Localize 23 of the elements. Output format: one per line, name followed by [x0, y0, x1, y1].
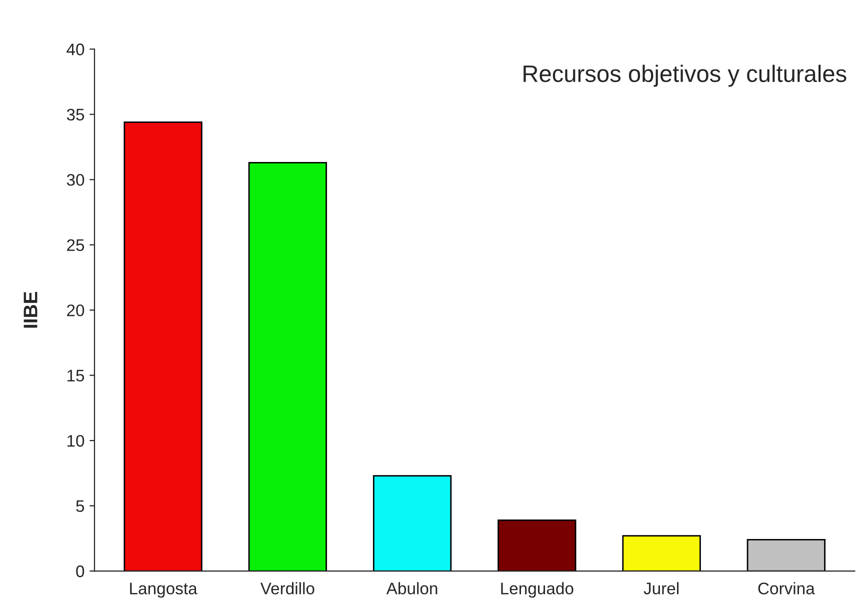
bar [622, 535, 701, 572]
x-tick-label: Jurel [644, 582, 678, 594]
y-tick-label: 5 [76, 500, 84, 512]
x-tick-label: Verdillo [260, 582, 314, 594]
y-tick-label: 0 [76, 565, 84, 578]
x-tick-label: Lenguado [501, 582, 574, 598]
bar [498, 519, 576, 572]
y-tick-label: 20 [67, 304, 84, 316]
x-tick-label: Langosta [130, 582, 198, 598]
y-tick-label: 35 [66, 108, 84, 121]
bar [248, 162, 327, 572]
bar [124, 121, 202, 572]
y-tick-label: 10 [68, 434, 84, 447]
text: Recursos objetivos y culturales [524, 64, 846, 87]
bar [372, 475, 452, 572]
y-tick-label: 25 [67, 239, 84, 252]
y-tick-label: 30 [66, 174, 84, 186]
bar [746, 539, 826, 572]
y-tick-label: 15 [68, 370, 84, 382]
y-axis-title: IIBE [24, 292, 38, 328]
x-tick-label: Corvina [758, 582, 815, 594]
y-tick-label: 40 [66, 44, 84, 56]
x-tick-label: Abulon [386, 582, 438, 594]
